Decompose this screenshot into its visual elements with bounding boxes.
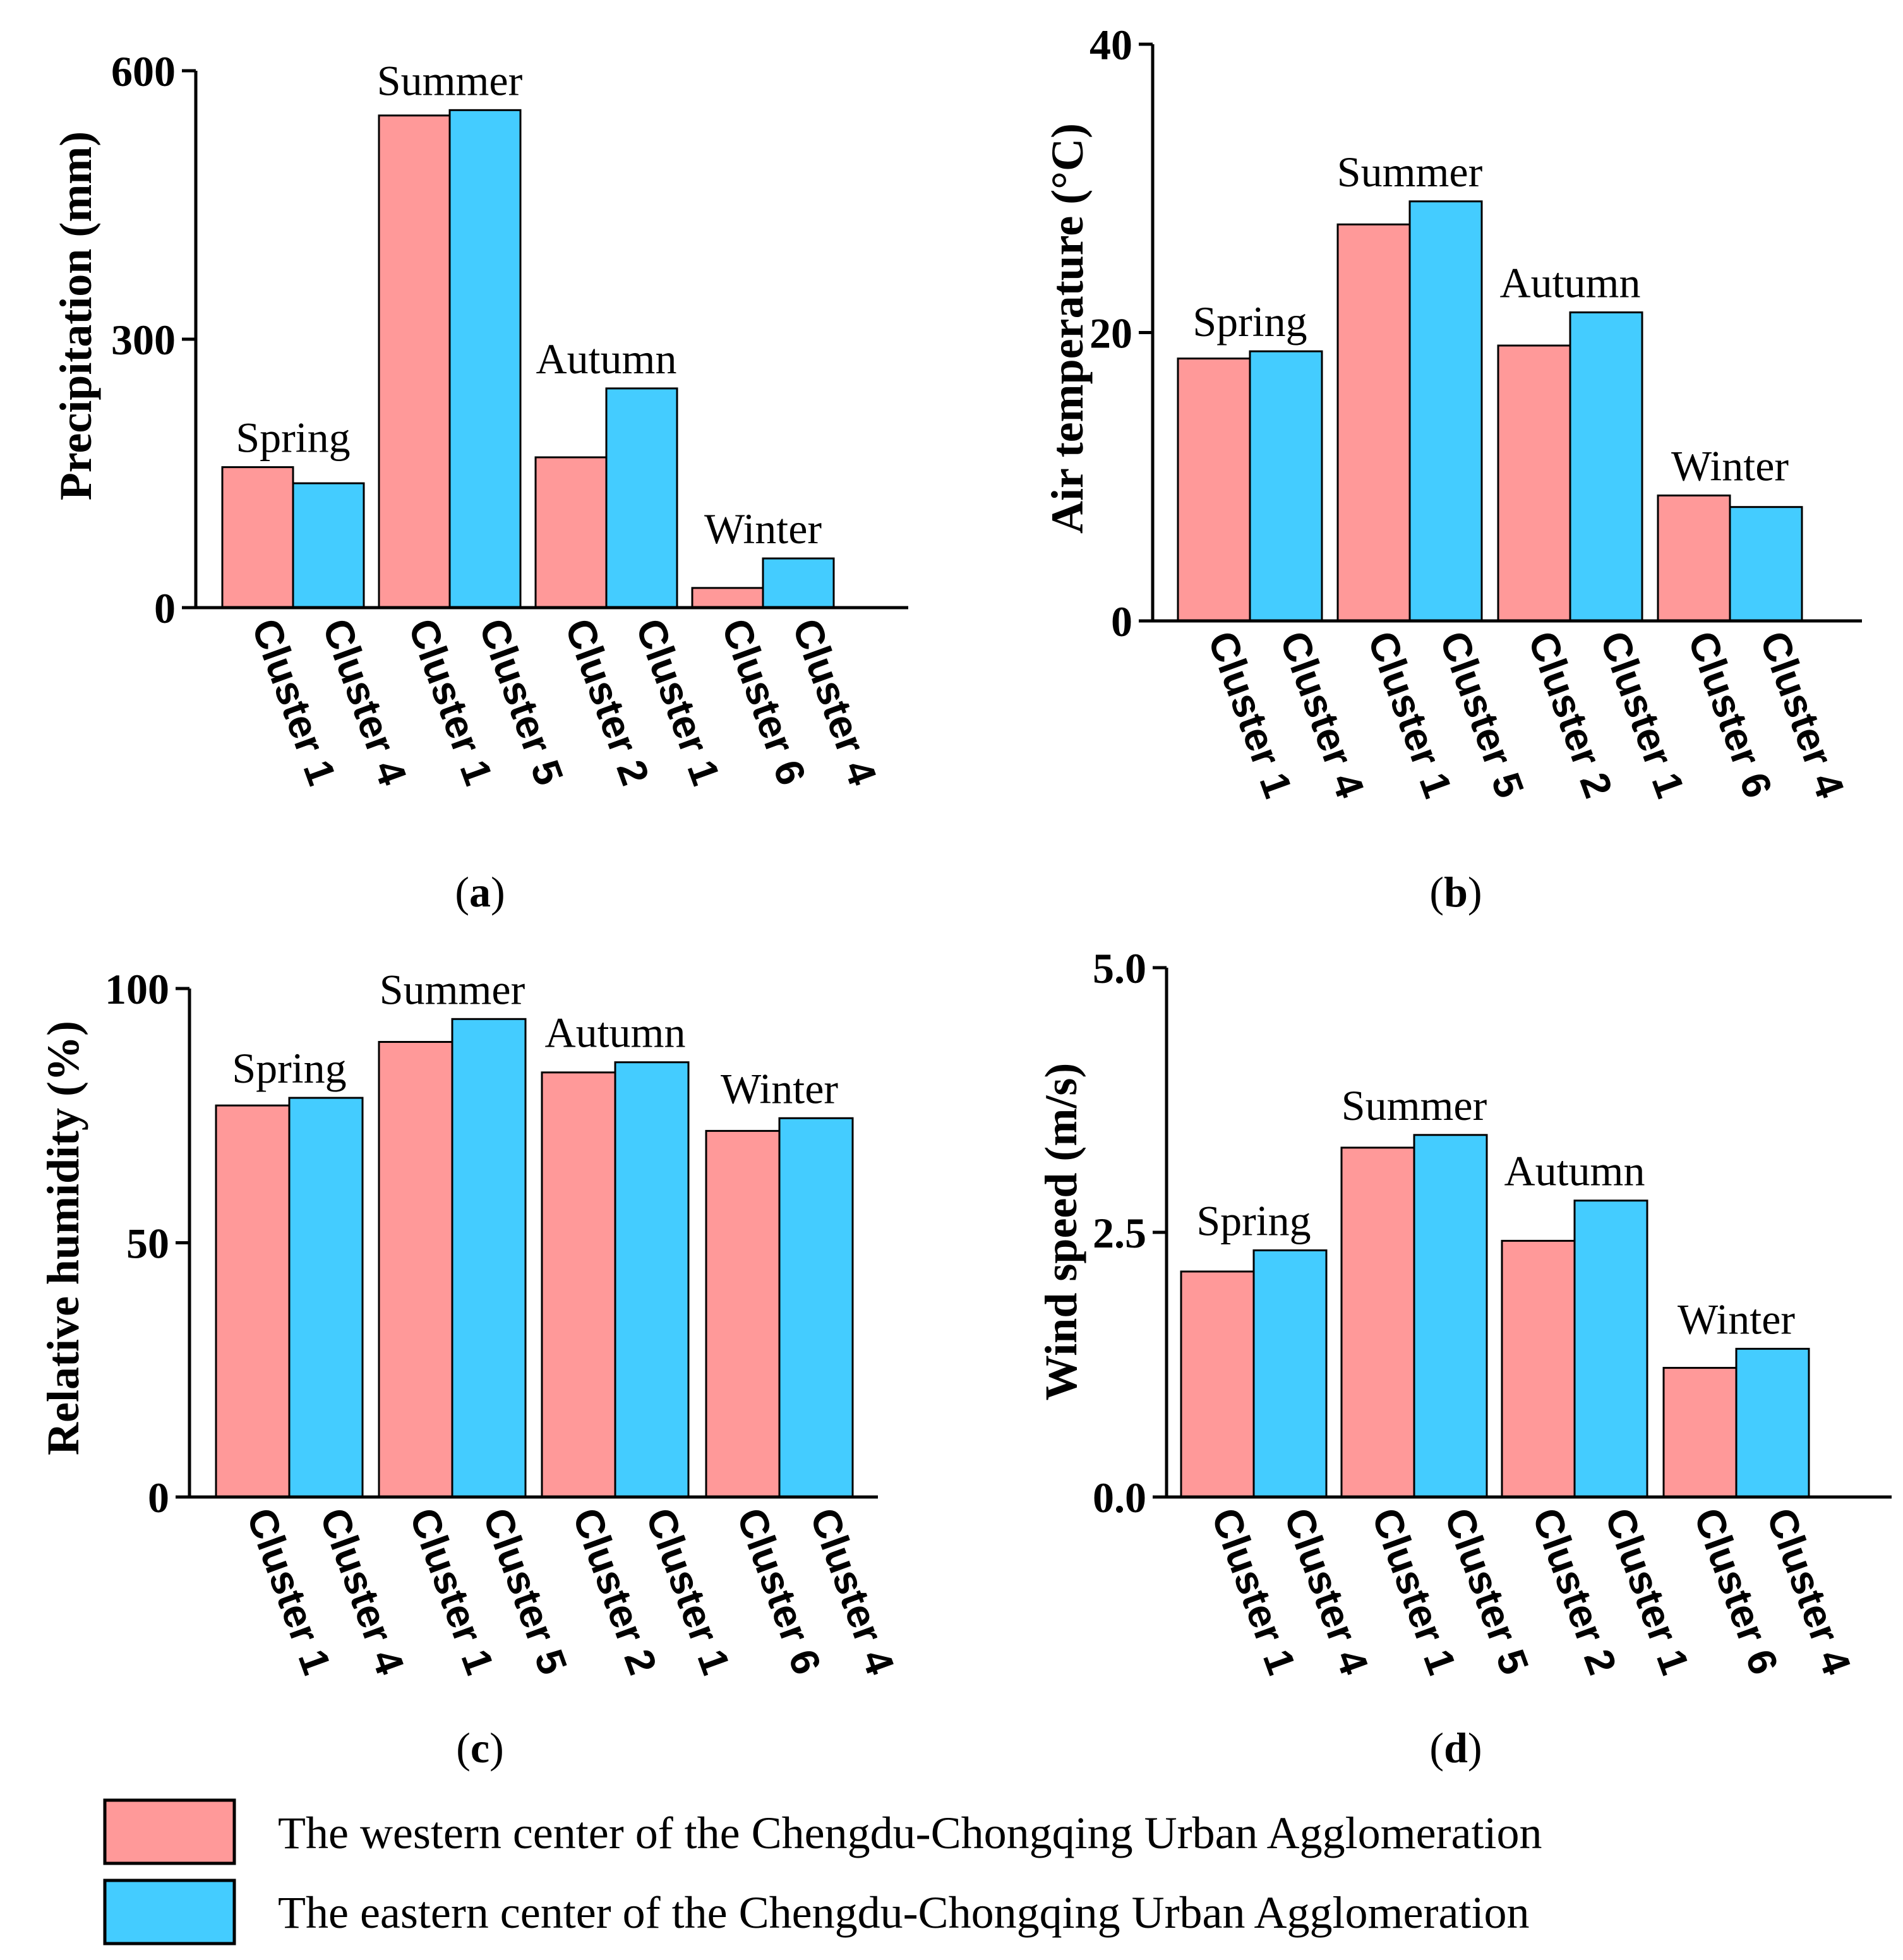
bar-b-autumn-east: [1569, 311, 1643, 622]
bar-b-summer-west: [1336, 223, 1411, 622]
panel-b: 0 20 40 Air temperature (°C) Spring Summer Aut…: [1042, 21, 1862, 916]
bar-b-spring-west: [1177, 358, 1251, 622]
season-label-c-winter: Winter: [721, 1064, 838, 1112]
bar-d-autumn-west: [1501, 1239, 1576, 1498]
panel-label-letter-a: a: [469, 868, 491, 916]
panel-label-letter-b: b: [1444, 868, 1468, 916]
season-label-c-autumn: Autumn: [545, 1009, 686, 1057]
y-axis-label-a: Precipitation (mm): [51, 131, 101, 501]
season-label-d-spring: Spring: [1196, 1196, 1311, 1244]
season-label-d-autumn: Autumn: [1504, 1147, 1645, 1195]
y-tick-label-b-0: 0: [1111, 598, 1132, 646]
panel-label-close-b: ): [1468, 868, 1482, 916]
bar-d-winter-east: [1735, 1347, 1810, 1498]
season-label-d-winter: Winter: [1678, 1295, 1795, 1343]
y-tick-label-a-2: 600: [111, 47, 176, 95]
season-label-a-winter: Winter: [704, 505, 822, 553]
y-tick-label-d-0: 0.0: [1093, 1474, 1146, 1522]
y-tick-label-b-1: 20: [1090, 310, 1132, 358]
season-label-d-summer: Summer: [1342, 1081, 1487, 1129]
panel-label-c: (c): [456, 1724, 504, 1772]
y-tick-label-c-0: 0: [148, 1474, 169, 1522]
legend-swatch-west: [103, 1798, 236, 1865]
panel-label-open-d: (: [1429, 1724, 1444, 1772]
bar-d-summer-east: [1413, 1134, 1488, 1498]
panel-d: 0.0 2.5 5.0 Wind speed (m/s) Spring Summer Aut…: [1036, 944, 1892, 1772]
y-tick-label-d-1: 2.5: [1093, 1209, 1146, 1257]
bar-b-spring-east: [1249, 350, 1323, 622]
bar-a-winter-east: [762, 557, 835, 609]
bar-c-summer-west: [378, 1041, 453, 1498]
y-tick-label-c-2: 100: [105, 965, 169, 1013]
bar-b-winter-west: [1657, 494, 1731, 622]
bar-b-summer-east: [1408, 200, 1483, 622]
y-tick-label-b-2: 40: [1090, 21, 1132, 69]
bar-c-summer-east: [451, 1018, 527, 1498]
y-axis-label-b: Air temperature (°C): [1042, 123, 1093, 534]
legend-label-east: The eastern center of the Chengdu-Chongq…: [278, 1887, 1529, 1938]
season-label-a-summer: Summer: [377, 56, 523, 104]
legend-label-west: The western center of the Chengdu-Chongq…: [278, 1808, 1542, 1858]
season-label-c-spring: Spring: [232, 1044, 346, 1092]
panel-label-open-b: (: [1429, 868, 1444, 916]
panel-label-close-c: ): [489, 1724, 504, 1772]
y-tick-label-a-0: 0: [154, 584, 176, 632]
bar-c-spring-east: [288, 1097, 364, 1498]
bar-d-summer-west: [1340, 1146, 1415, 1498]
season-label-b-winter: Winter: [1671, 442, 1789, 490]
panel-label-open-c: (: [456, 1724, 471, 1772]
panel-label-b: (b): [1429, 868, 1482, 916]
bar-b-winter-east: [1729, 506, 1803, 622]
bar-d-spring-west: [1180, 1270, 1255, 1498]
legend-swatch-east: [103, 1879, 236, 1945]
bar-d-winter-west: [1662, 1367, 1738, 1498]
bar-c-autumn-west: [541, 1071, 616, 1498]
bar-a-spring-east: [292, 482, 365, 609]
panel-label-close-d: ): [1468, 1724, 1482, 1772]
panel-c: 0 50 100 Relative humidity (%) Spring Summer A…: [38, 965, 903, 1772]
bar-a-autumn-east: [605, 387, 678, 609]
season-label-a-autumn: Autumn: [536, 335, 677, 383]
panel-label-d: (d): [1429, 1724, 1482, 1772]
y-axis-label-c: Relative humidity (%): [38, 1021, 88, 1455]
bar-a-summer-east: [448, 109, 522, 609]
panel-label-letter-c: c: [471, 1724, 489, 1772]
bar-b-autumn-west: [1497, 344, 1571, 622]
bar-a-summer-west: [378, 114, 451, 609]
bar-c-autumn-east: [614, 1061, 690, 1498]
season-label-b-spring: Spring: [1192, 298, 1307, 346]
y-tick-label-c-1: 50: [126, 1220, 169, 1268]
bar-d-spring-east: [1252, 1249, 1328, 1498]
bar-d-autumn-east: [1573, 1199, 1648, 1498]
bar-c-winter-east: [778, 1117, 854, 1498]
bar-a-autumn-west: [534, 456, 608, 609]
panel-label-a: (a): [455, 868, 505, 916]
bar-a-spring-west: [221, 466, 294, 609]
y-axis-label-d: Wind speed (m/s): [1036, 1063, 1086, 1401]
season-label-b-autumn: Autumn: [1500, 259, 1641, 307]
bar-c-spring-west: [215, 1104, 291, 1498]
season-label-a-spring: Spring: [236, 414, 350, 462]
y-tick-label-d-2: 5.0: [1093, 944, 1146, 992]
legend: The western center of the Chengdu-Chongq…: [103, 1798, 1542, 1945]
season-label-b-summer: Summer: [1337, 148, 1483, 196]
y-tick-label-a-1: 300: [111, 316, 176, 364]
panel-label-letter-d: d: [1444, 1724, 1468, 1772]
season-label-c-summer: Summer: [380, 965, 525, 1013]
panel-label-open-a: (: [455, 868, 469, 916]
panel-label-close-a: ): [491, 868, 505, 916]
bar-a-winter-west: [691, 587, 764, 609]
bar-c-winter-west: [705, 1129, 781, 1498]
